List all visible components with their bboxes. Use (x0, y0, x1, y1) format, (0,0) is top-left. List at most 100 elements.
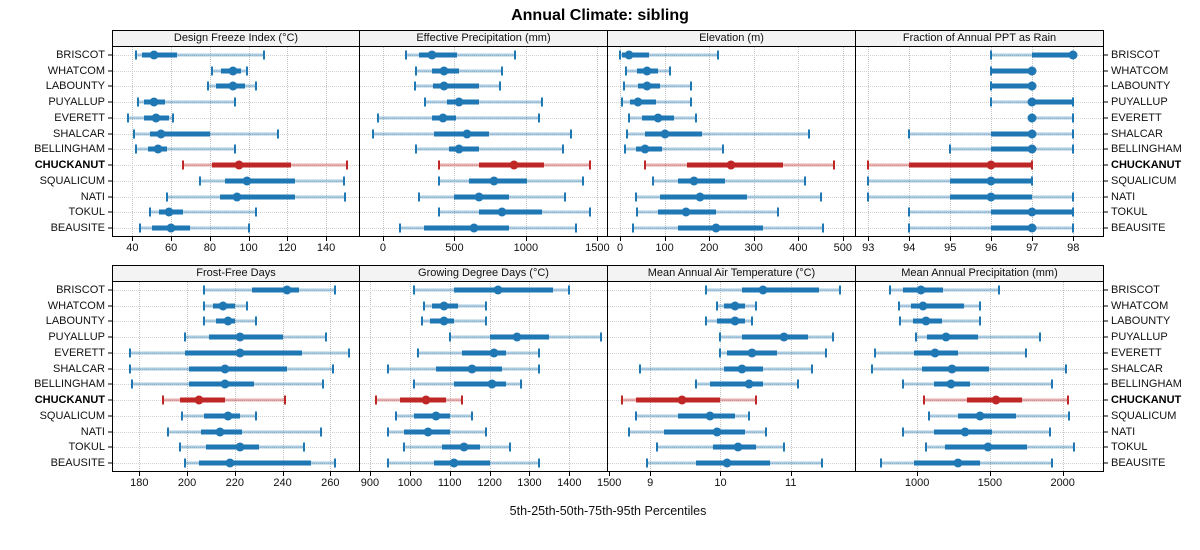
median-dot (454, 144, 464, 154)
whisker-cap (348, 348, 351, 358)
horizontal-gridline (360, 431, 607, 433)
horizontal-gridline (856, 384, 1103, 386)
whisker-cap (514, 50, 517, 60)
station-label: BEAUSITE (50, 457, 105, 470)
station-label: LABOUNTY (45, 315, 105, 328)
x-tick (753, 237, 755, 241)
iqr-band-25-75 (622, 52, 649, 58)
panel-title: Mean Annual Precipitation (mm) (855, 265, 1104, 282)
vertical-gridline (234, 282, 236, 471)
whisker-cap (694, 379, 697, 389)
station-label: CHUCKANUT (34, 159, 105, 172)
whisker-cap (255, 411, 258, 421)
median-dot (1027, 97, 1037, 107)
station-label: LABOUNTY (1111, 80, 1171, 93)
whisker-cap (927, 411, 930, 421)
vertical-gridline (209, 47, 211, 236)
vertical-gridline (454, 47, 456, 236)
median-dot (918, 301, 928, 311)
whisker-cap (824, 348, 827, 358)
whisker-cap (562, 144, 565, 154)
x-tick-label: 10 (714, 477, 727, 489)
median-dot (642, 66, 652, 76)
x-tick-label: 100 (239, 242, 258, 254)
station-label: BRISCOT (56, 48, 105, 61)
y-tick (1104, 352, 1108, 354)
horizontal-gridline (360, 447, 607, 449)
whisker-cap (765, 427, 768, 437)
panel: Growing Degree Days (°C) 900 1000 1100 1200 1… (359, 265, 621, 496)
median-dot (1027, 223, 1037, 233)
whisker-cap (416, 348, 419, 358)
y-tick (1104, 180, 1108, 182)
median-dot (733, 442, 743, 452)
whisker-cap (206, 81, 209, 91)
y-tick (1104, 117, 1108, 119)
x-tick-label: 220 (225, 477, 244, 489)
vertical-gridline (382, 47, 384, 236)
whisker-cap (619, 50, 622, 60)
whisker-cap (234, 144, 237, 154)
y-tick (108, 70, 112, 72)
vertical-gridline (187, 282, 189, 471)
whisker-cap (751, 316, 754, 326)
station-label-column-inner: BRISCOT WHATCOM LABOUNTY PUYALLUP EVERETT SHA… (0, 47, 112, 238)
y-tick (108, 368, 112, 370)
whisker-cap (422, 301, 425, 311)
median-dot (1027, 144, 1037, 154)
x-tick-label: 400 (789, 242, 808, 254)
percentile-band-5-95 (136, 147, 236, 151)
vertical-gridline (991, 47, 993, 236)
horizontal-gridline (113, 305, 359, 307)
whisker-cap (690, 81, 693, 91)
median-dot (960, 427, 970, 437)
station-label: BELLINGHAM (34, 143, 105, 156)
whisker-cap (908, 129, 911, 139)
median-dot (779, 332, 789, 342)
horizontal-gridline (608, 337, 855, 339)
whisker-cap (568, 285, 571, 295)
median-dot (493, 285, 503, 295)
median-dot (223, 316, 233, 326)
horizontal-gridline (608, 133, 855, 135)
whisker-cap (412, 379, 415, 389)
iqr-band-25-75 (189, 366, 288, 372)
iqr-band-25-75 (142, 52, 177, 58)
x-tick (489, 472, 491, 476)
whisker-cap (623, 81, 626, 91)
horizontal-gridline (113, 117, 359, 119)
whisker-cap (417, 192, 420, 202)
station-label: SQUALICUM (39, 174, 105, 187)
station-label: TOKUL (1111, 206, 1148, 219)
whisker-cap (873, 348, 876, 358)
whisker-cap (344, 192, 347, 202)
median-dot (624, 50, 634, 60)
y-tick (1104, 148, 1108, 150)
y-tick (108, 289, 112, 291)
percentile-band-5-95 (622, 100, 692, 104)
median-dot (921, 316, 931, 326)
station-label: WHATCOM (47, 64, 105, 77)
whisker-cap (470, 411, 473, 421)
whisker-cap (1039, 332, 1042, 342)
percentile-band-5-95 (425, 100, 543, 104)
horizontal-gridline (856, 212, 1103, 214)
median-dot (986, 160, 996, 170)
median-dot (194, 395, 204, 405)
station-label-column-inner: BRISCOT WHATCOM LABOUNTY PUYALLUP EVERETT SHA… (1104, 47, 1200, 238)
whisker-cap (334, 285, 337, 295)
whisker-cap (1050, 458, 1053, 468)
vertical-gridline (842, 47, 844, 236)
whisker-cap (635, 411, 638, 421)
x-tick-label: 120 (278, 242, 297, 254)
percentile-band-5-95 (916, 335, 1041, 339)
y-tick (1104, 399, 1108, 401)
y-tick (1104, 431, 1108, 433)
vertical-gridline (529, 282, 531, 471)
vertical-gridline (287, 47, 289, 236)
median-dot (228, 81, 238, 91)
horizontal-gridline (856, 117, 1103, 119)
whisker-cap (588, 207, 591, 217)
x-tick-label: 98 (1067, 242, 1080, 254)
percentile-band-5-95 (1032, 116, 1074, 120)
